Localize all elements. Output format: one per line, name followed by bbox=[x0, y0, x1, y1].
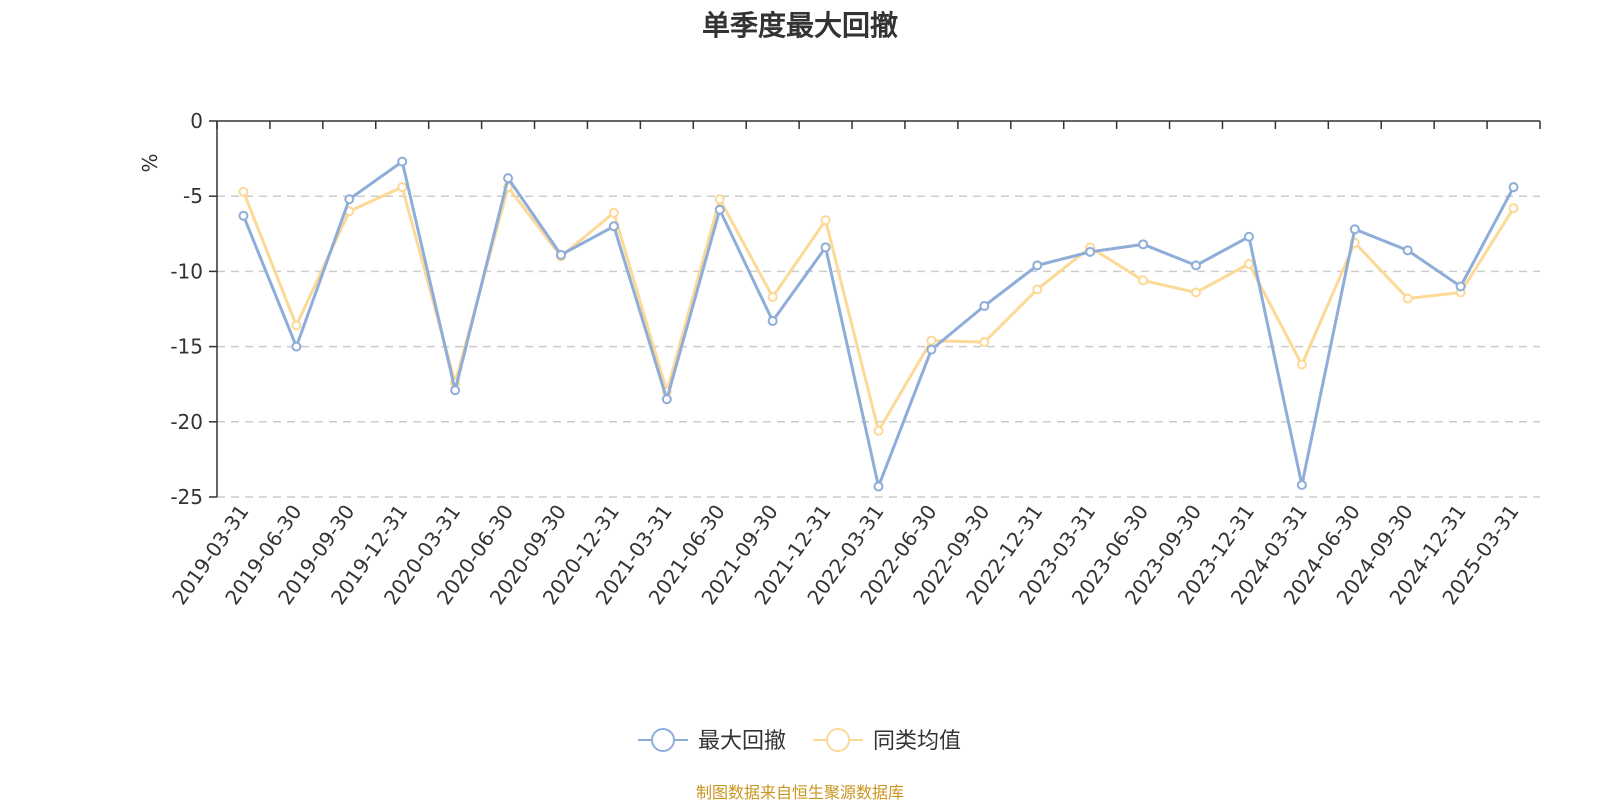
data-point bbox=[555, 249, 566, 260]
data-point bbox=[714, 204, 725, 215]
legend-label: 同类均值 bbox=[873, 729, 961, 754]
chart-title: 单季度最大回撤 bbox=[701, 9, 898, 42]
y-axis-unit: % bbox=[138, 153, 162, 172]
data-point bbox=[450, 385, 461, 396]
data-point bbox=[1243, 258, 1254, 269]
y-tick-label: 0 bbox=[190, 109, 203, 133]
y-tick-label: -25 bbox=[170, 485, 203, 509]
grid-lines bbox=[209, 120, 1540, 498]
data-point bbox=[1402, 293, 1413, 304]
data-point bbox=[397, 156, 408, 167]
series-line bbox=[242, 160, 1515, 488]
data-point bbox=[714, 194, 725, 205]
data-point bbox=[1243, 231, 1254, 242]
data-point bbox=[820, 215, 831, 226]
y-tick-label: -20 bbox=[170, 410, 203, 434]
data-point bbox=[1085, 246, 1096, 257]
data-point bbox=[1138, 239, 1149, 250]
data-point bbox=[873, 481, 884, 492]
data-point bbox=[1296, 359, 1307, 370]
data-point bbox=[397, 182, 408, 193]
y-tick-labels: 0 -5 -10 -15 -20 -25 bbox=[170, 109, 203, 509]
data-point bbox=[1191, 287, 1202, 298]
data-point bbox=[820, 242, 831, 253]
y-tick-label: -15 bbox=[170, 335, 203, 359]
data-point bbox=[1508, 182, 1519, 193]
data-point bbox=[1191, 260, 1202, 271]
legend-marker bbox=[826, 728, 850, 752]
data-point bbox=[291, 320, 302, 331]
data-point bbox=[238, 186, 249, 197]
data-point bbox=[979, 337, 990, 348]
data-point bbox=[238, 210, 249, 221]
data-point bbox=[1296, 479, 1307, 490]
data-point bbox=[979, 300, 990, 311]
data-point bbox=[926, 344, 937, 355]
data-point bbox=[608, 221, 619, 232]
y-tick-label: -10 bbox=[170, 259, 203, 283]
legend[interactable]: 最大回撤 同类均值 bbox=[638, 728, 961, 754]
series-line bbox=[242, 185, 1515, 433]
data-point bbox=[608, 207, 619, 218]
y-tick-label: -5 bbox=[183, 184, 203, 208]
data-point bbox=[1349, 224, 1360, 235]
x-tick-labels: 2019-03-312019-06-302019-09-302019-12-31… bbox=[167, 500, 1523, 609]
data-point bbox=[661, 394, 672, 405]
data-point bbox=[1032, 284, 1043, 295]
data-point bbox=[767, 291, 778, 302]
series-lines bbox=[238, 156, 1519, 492]
data-point bbox=[873, 425, 884, 436]
data-point bbox=[1455, 281, 1466, 292]
data-point bbox=[1138, 275, 1149, 286]
data-point bbox=[503, 173, 514, 184]
data-point bbox=[926, 335, 937, 346]
source-note: 制图数据来自恒生聚源数据库 bbox=[695, 783, 904, 802]
axes bbox=[216, 120, 1541, 497]
data-point bbox=[767, 316, 778, 327]
data-point bbox=[344, 194, 355, 205]
data-point bbox=[1032, 260, 1043, 271]
data-point bbox=[291, 341, 302, 352]
data-point bbox=[1508, 203, 1519, 214]
data-point bbox=[1402, 245, 1413, 256]
legend-label: 最大回撤 bbox=[698, 729, 786, 754]
legend-marker bbox=[651, 728, 675, 752]
